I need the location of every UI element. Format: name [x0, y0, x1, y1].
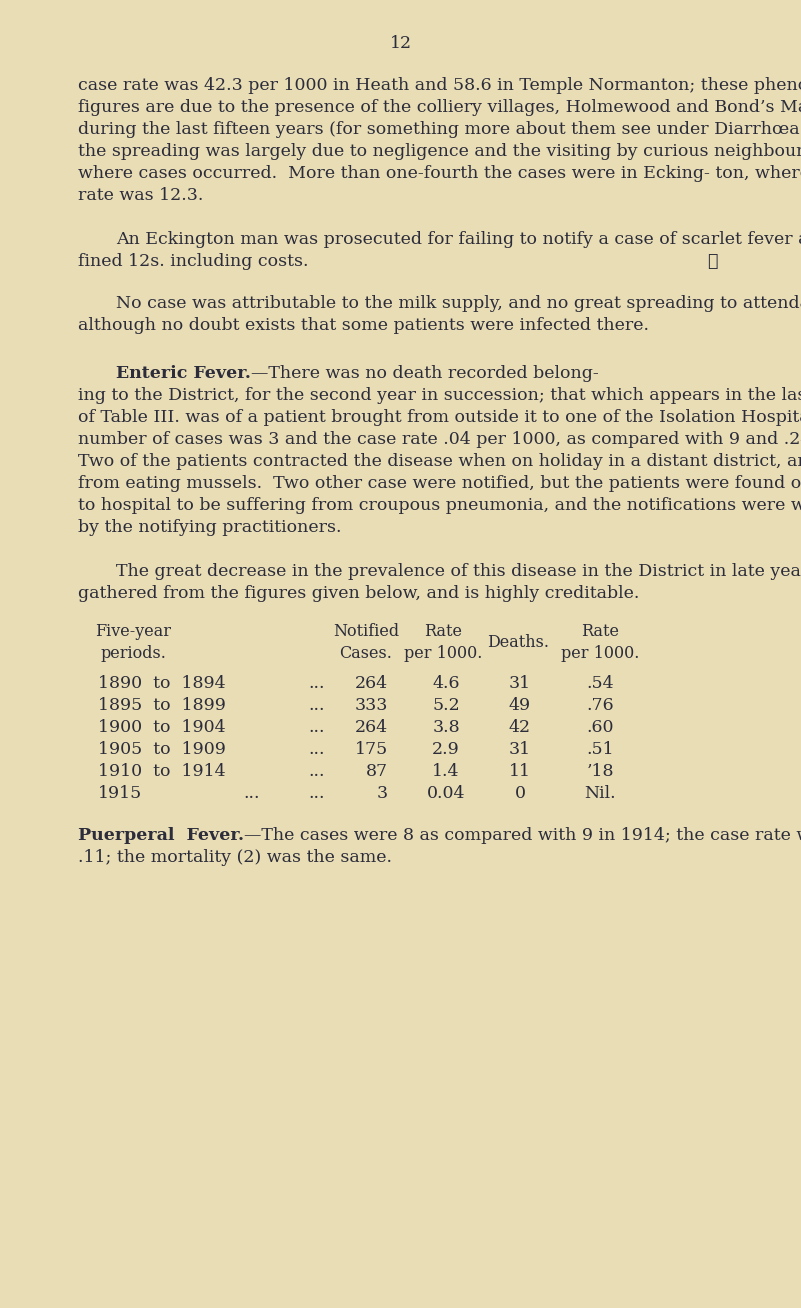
Text: per 1000.: per 1000. [561, 645, 639, 662]
Text: periods.: periods. [100, 645, 166, 662]
Text: fined 12s. including costs.: fined 12s. including costs. [78, 252, 308, 269]
Text: An Eckington man was prosecuted for failing to notify a case of scarlet fever an: An Eckington man was prosecuted for fail… [116, 232, 801, 249]
Text: ...: ... [308, 675, 324, 692]
Text: 264: 264 [355, 675, 388, 692]
Text: by the notifying practitioners.: by the notifying practitioners. [78, 519, 341, 536]
Text: 175: 175 [355, 742, 388, 759]
Text: Rate: Rate [581, 623, 619, 640]
Text: case rate was 42.3 per 1000 in Heath and 58.6 in Temple Normanton; these phenome: case rate was 42.3 per 1000 in Heath and… [78, 77, 801, 94]
Text: Two of the patients contracted the disease when on holiday in a distant district: Two of the patients contracted the disea… [78, 453, 801, 470]
Text: —The cases were 8 as compared with 9 in 1914; the case rate was: —The cases were 8 as compared with 9 in … [244, 827, 801, 844]
Text: 1910  to  1914: 1910 to 1914 [98, 763, 226, 780]
Text: 0: 0 [514, 785, 525, 802]
Text: 12: 12 [389, 35, 412, 52]
Text: 4.6: 4.6 [433, 675, 460, 692]
Text: 0.04: 0.04 [427, 785, 465, 802]
Text: 1905  to  1909: 1905 to 1909 [98, 742, 226, 759]
Text: ...: ... [308, 719, 324, 736]
Text: where cases occurred.  More than one-fourth the cases were in Ecking- ton, where: where cases occurred. More than one-four… [78, 165, 801, 182]
Text: 31: 31 [509, 742, 531, 759]
Text: number of cases was 3 and the case rate .04 per 1000, as compared with 9 and .24: number of cases was 3 and the case rate … [78, 432, 801, 449]
Text: ...: ... [243, 785, 260, 802]
Text: gathered from the figures given below, and is highly creditable.: gathered from the figures given below, a… [78, 585, 639, 602]
Text: 3: 3 [377, 785, 388, 802]
Text: although no doubt exists that some patients were infected there.: although no doubt exists that some patie… [78, 317, 649, 334]
Text: 1.4: 1.4 [433, 763, 460, 780]
Text: 1895  to  1899: 1895 to 1899 [98, 697, 226, 714]
Text: Rate: Rate [424, 623, 462, 640]
Text: 1890  to  1894: 1890 to 1894 [98, 675, 226, 692]
Text: the spreading was largely due to negligence and the visiting by curious neighbou: the spreading was largely due to neglige… [78, 143, 801, 160]
Text: ...: ... [308, 785, 324, 802]
Text: 2.9: 2.9 [432, 742, 460, 759]
Text: ing to the District, for the second year in succession; that which appears in th: ing to the District, for the second year… [78, 387, 801, 404]
Text: ...: ... [308, 742, 324, 759]
Text: No case was attributable to the milk supply, and no great spreading to attendanc: No case was attributable to the milk sup… [116, 296, 801, 313]
Text: .51: .51 [586, 742, 614, 759]
Text: Deaths.: Deaths. [487, 634, 549, 651]
Text: ’18: ’18 [586, 763, 614, 780]
Text: per 1000.: per 1000. [404, 645, 482, 662]
Text: The great decrease in the prevalence of this disease in the District in late yea: The great decrease in the prevalence of … [116, 562, 801, 579]
Text: 3.8: 3.8 [433, 719, 460, 736]
Text: Notified: Notified [333, 623, 399, 640]
Text: rate was 12.3.: rate was 12.3. [78, 187, 203, 204]
Text: from eating mussels.  Two other case were notified, but the patients were found : from eating mussels. Two other case were… [78, 475, 801, 492]
Text: 87: 87 [366, 763, 388, 780]
Text: Puerperal  Fever.: Puerperal Fever. [78, 827, 244, 844]
Text: .60: .60 [586, 719, 614, 736]
Text: 49: 49 [509, 697, 531, 714]
Text: Cases.: Cases. [340, 645, 392, 662]
Text: Nil.: Nil. [584, 785, 616, 802]
Text: Enteric Fever.: Enteric Fever. [116, 365, 251, 382]
Text: Five-year: Five-year [95, 623, 171, 640]
Text: during the last fifteen years (for something more about them see under Diarrhœa : during the last fifteen years (for somet… [78, 122, 801, 139]
Text: ...: ... [308, 763, 324, 780]
Text: 42: 42 [509, 719, 531, 736]
Text: .11; the mortality (2) was the same.: .11; the mortality (2) was the same. [78, 849, 392, 866]
Text: of Table III. was of a patient brought from outside it to one of the Isolation H: of Table III. was of a patient brought f… [78, 409, 801, 426]
Text: ‧: ‧ [707, 252, 718, 269]
Text: 5.2: 5.2 [432, 697, 460, 714]
Text: 1915: 1915 [98, 785, 143, 802]
Text: .76: .76 [586, 697, 614, 714]
Text: 11: 11 [509, 763, 531, 780]
Text: 1900  to  1904: 1900 to 1904 [98, 719, 226, 736]
Text: to hospital to be suffering from croupous pneumonia, and the notifications were : to hospital to be suffering from croupou… [78, 497, 801, 514]
Text: 264: 264 [355, 719, 388, 736]
Text: figures are due to the presence of the colliery villages, Holmewood and Bond’s M: figures are due to the presence of the c… [78, 99, 801, 116]
Text: ...: ... [308, 697, 324, 714]
Text: 333: 333 [355, 697, 388, 714]
Text: —There was no death recorded belong-: —There was no death recorded belong- [251, 365, 598, 382]
Text: .54: .54 [586, 675, 614, 692]
Text: 31: 31 [509, 675, 531, 692]
